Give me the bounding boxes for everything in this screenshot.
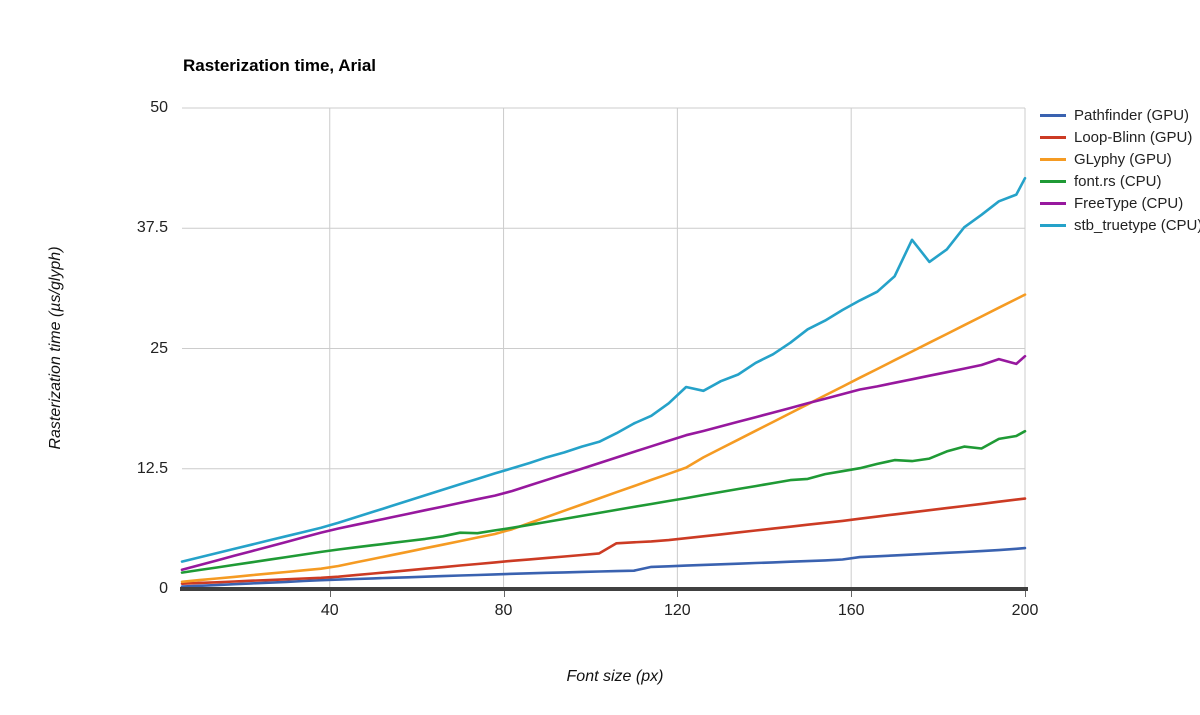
y-axis-title: Rasterization time (µs/glyph): [47, 246, 64, 450]
y-tick-label-12.5: 12.5: [136, 459, 168, 477]
x-tick-mark-200: [1025, 591, 1026, 597]
x-tick-mark-80: [503, 591, 505, 597]
legend-item-glyphy-gpu[interactable]: GLyphy (GPU): [1040, 148, 1200, 170]
y-tick-label-0: 0: [159, 580, 168, 597]
legend-item-loop-blinn-gpu[interactable]: Loop-Blinn (GPU): [1040, 126, 1200, 148]
legend-item-stb-truetype-cpu[interactable]: stb_truetype (CPU): [1040, 214, 1200, 236]
legend-swatch-glyphy-gpu: [1040, 157, 1066, 161]
x-tick-label-200: 200: [1011, 602, 1039, 619]
y-tick-label-25: 25: [150, 339, 168, 357]
legend-swatch-font-rs-cpu: [1040, 179, 1066, 183]
legend-swatch-stb-truetype-cpu: [1040, 223, 1066, 227]
legend-item-freetype-cpu[interactable]: FreeType (CPU): [1040, 192, 1200, 214]
series-line-glyphy-gpu[interactable]: [180, 293, 1027, 584]
x-tick-label-80: 80: [494, 602, 513, 619]
legend: Pathfinder (GPU) Loop-Blinn (GPU) GLyphy (…: [1040, 104, 1200, 236]
legend-label-pathfinder-gpu: Pathfinder (GPU): [1074, 106, 1190, 124]
legend-swatch-pathfinder-gpu: [1040, 113, 1066, 117]
x-tick-mark-160: [851, 591, 853, 597]
legend-label-freetype-cpu: FreeType (CPU): [1074, 194, 1184, 212]
legend-label-stb-truetype-cpu: stb_truetype (CPU): [1074, 216, 1200, 234]
series-line-pathfinder-gpu[interactable]: [180, 546, 1027, 588]
series-line-font-rs-cpu[interactable]: [180, 429, 1027, 574]
legend-swatch-freetype-cpu: [1040, 201, 1066, 205]
series-line-freetype-cpu[interactable]: [180, 354, 1027, 572]
legend-label-font-rs-cpu: font.rs (CPU): [1074, 172, 1162, 190]
x-tick-label-160: 160: [837, 602, 865, 619]
legend-swatch-loop-blinn-gpu: [1040, 135, 1066, 139]
x-tick-label-120: 120: [664, 602, 691, 619]
series-line-stb-truetype-cpu[interactable]: [180, 176, 1027, 563]
legend-label-glyphy-gpu: GLyphy (GPU): [1074, 150, 1172, 168]
legend-item-pathfinder-gpu[interactable]: Pathfinder (GPU): [1040, 104, 1200, 126]
x-tick-mark-40: [329, 591, 331, 597]
plot-svg: [180, 107, 1027, 589]
legend-item-font-rs-cpu[interactable]: font.rs (CPU): [1040, 170, 1200, 192]
y-tick-label-50: 50: [150, 99, 168, 116]
plot-area: [180, 107, 1027, 589]
x-tick-mark-120: [677, 591, 679, 597]
legend-label-loop-blinn-gpu: Loop-Blinn (GPU): [1074, 128, 1193, 146]
chart-title: Rasterization time, Arial: [183, 56, 377, 75]
x-tick-label-40: 40: [320, 602, 339, 619]
series-line-loop-blinn-gpu[interactable]: [180, 497, 1027, 586]
x-axis-baseline: [180, 587, 1028, 591]
x-axis-title: Font size (px): [566, 668, 664, 685]
y-tick-label-37.5: 37.5: [136, 219, 168, 237]
